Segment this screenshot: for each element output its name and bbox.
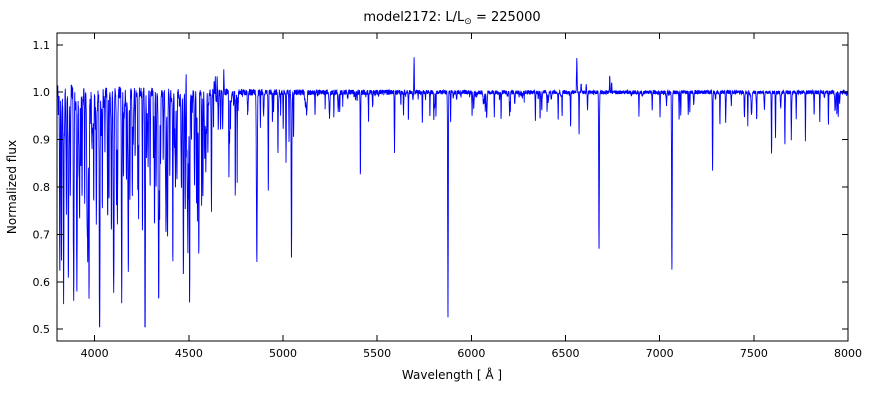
chart-title-suffix: = 225000	[472, 10, 541, 25]
y-tick-label: 0.6	[33, 276, 51, 289]
x-tick-label: 4500	[175, 347, 203, 360]
chart-title: model2172: L/L⊙ = 225000	[363, 10, 540, 27]
sun-symbol-subscript: ⊙	[464, 17, 472, 27]
y-tick-label: 1.0	[33, 86, 51, 99]
spectrum-line	[57, 57, 848, 328]
y-tick-label: 0.5	[33, 323, 51, 336]
y-tick-label: 0.9	[33, 134, 51, 147]
y-axis-ticks: 0.5 0.6 0.7 0.8 0.9 1.0 1.1	[33, 39, 848, 336]
x-tick-label: 7500	[740, 347, 768, 360]
x-tick-label: 5000	[269, 347, 297, 360]
y-axis-label: Normalized flux	[5, 140, 19, 234]
y-tick-label: 0.8	[33, 181, 51, 194]
x-axis-label: Wavelength [ Å ]	[402, 367, 502, 382]
x-tick-label: 6000	[457, 347, 485, 360]
x-tick-label: 4000	[81, 347, 109, 360]
y-tick-label: 0.7	[33, 228, 51, 241]
x-axis-ticks: 4000 4500 5000 5500 6000 6500 7000 7500 8000	[81, 33, 862, 360]
x-tick-label: 8000	[834, 347, 862, 360]
chart-title-prefix: model2172: L/L	[363, 10, 465, 25]
x-tick-label: 5500	[363, 347, 391, 360]
y-tick-label: 1.1	[33, 39, 51, 52]
x-tick-label: 6500	[552, 347, 580, 360]
x-tick-label: 7000	[646, 347, 674, 360]
